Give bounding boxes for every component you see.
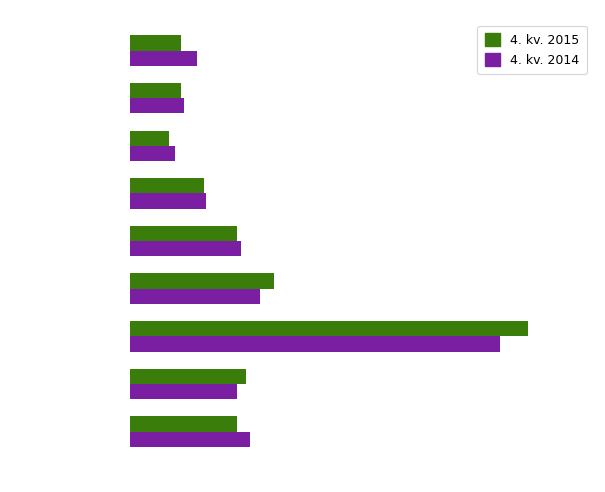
Bar (130, 226, 237, 241)
Legend: 4. kv. 2015, 4. kv. 2014: 4. kv. 2015, 4. kv. 2014 (477, 26, 587, 74)
Bar (130, 35, 181, 51)
Bar (130, 321, 528, 337)
Bar (130, 193, 206, 209)
Bar (130, 289, 260, 304)
Bar (130, 384, 237, 399)
Bar (130, 416, 237, 431)
Bar (130, 337, 500, 352)
Bar (130, 369, 246, 384)
Bar (130, 146, 174, 161)
Bar (130, 130, 169, 146)
Bar (130, 178, 204, 193)
Bar (130, 274, 273, 289)
Bar (130, 83, 181, 98)
Bar (130, 51, 197, 66)
Bar (130, 241, 241, 256)
Bar (130, 98, 184, 114)
Bar (130, 431, 250, 447)
